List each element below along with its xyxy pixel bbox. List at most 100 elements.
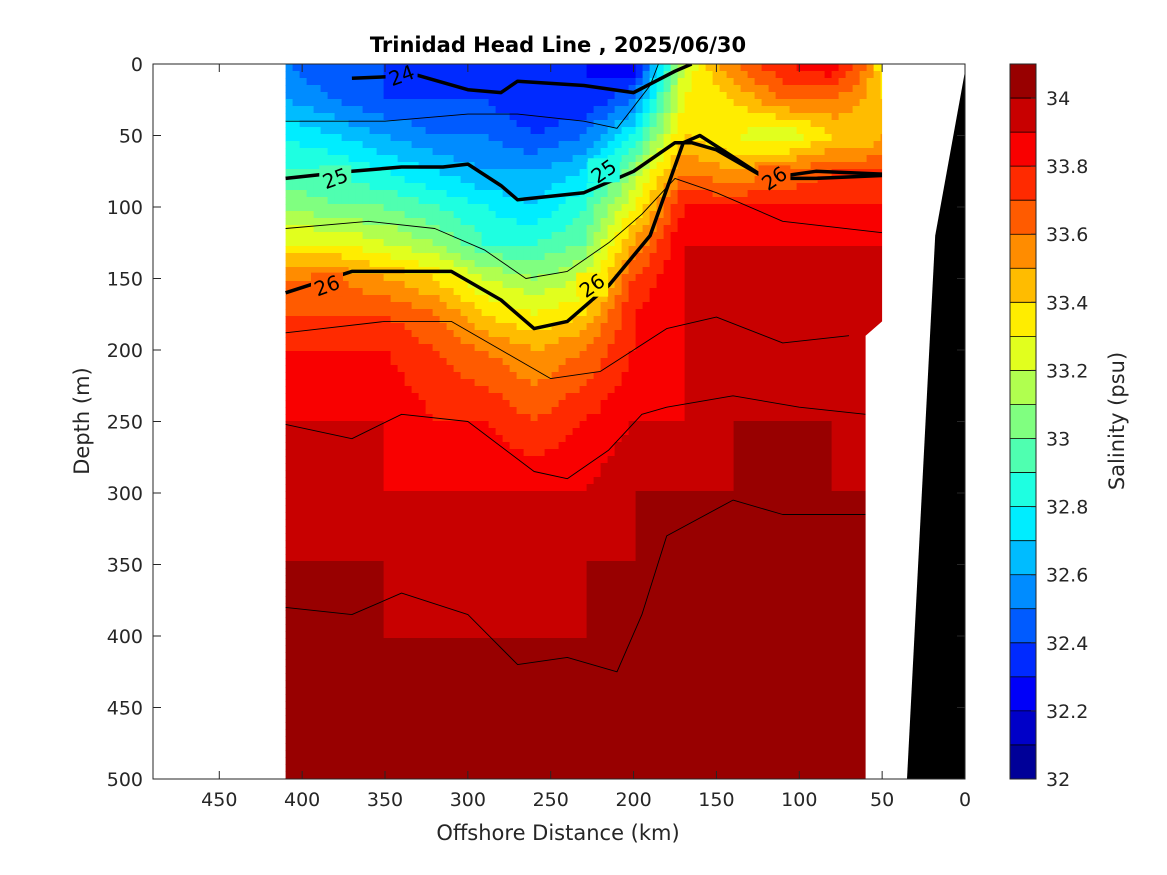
salinity-cell [831,267,840,275]
salinity-cell [411,316,420,324]
salinity-cell [572,344,581,352]
salinity-cell [369,197,378,205]
salinity-cell [691,120,700,128]
salinity-cell [509,253,518,261]
salinity-cell [810,463,819,471]
salinity-cell [306,162,315,170]
salinity-cell [306,414,315,422]
salinity-cell [439,183,448,191]
salinity-cell [383,141,392,149]
salinity-cell [852,435,861,443]
salinity-cell [481,92,490,100]
salinity-cell [593,386,602,394]
salinity-cell [586,253,595,261]
salinity-cell [635,64,644,72]
salinity-cell [432,386,441,394]
salinity-cell [712,442,721,450]
salinity-cell [327,253,336,261]
salinity-cell [614,428,623,436]
salinity-cell [775,106,784,114]
salinity-cell [404,358,413,366]
salinity-cell [474,309,483,317]
salinity-cell [565,225,574,233]
salinity-cell [362,141,371,149]
salinity-cell [348,351,357,359]
salinity-cell [775,127,784,135]
salinity-cell [586,379,595,387]
salinity-cell [712,106,721,114]
salinity-cell [852,302,861,310]
salinity-cell [537,407,546,415]
salinity-cell [656,232,665,240]
salinity-cell [509,323,518,331]
salinity-cell [600,407,609,415]
salinity-cell [292,386,301,394]
salinity-cell [712,134,721,142]
salinity-cell [866,204,875,212]
salinity-cell [348,344,357,352]
salinity-cell [670,414,679,422]
salinity-cell [649,190,658,198]
salinity-cell [845,134,854,142]
salinity-cell [649,344,658,352]
salinity-cell [376,127,385,135]
salinity-cell [418,288,427,296]
salinity-cell [621,288,630,296]
salinity-cell [852,463,861,471]
salinity-cell [684,302,693,310]
salinity-cell [740,316,749,324]
salinity-cell [327,470,336,478]
salinity-cell [824,323,833,331]
salinity-cell [712,92,721,100]
salinity-cell [502,197,511,205]
salinity-cell [838,288,847,296]
salinity-cell [873,253,882,261]
salinity-cell [439,449,448,457]
salinity-cell [516,302,525,310]
salinity-cell [355,316,364,324]
salinity-cell [677,316,686,324]
salinity-cell [831,400,840,408]
salinity-cell [292,407,301,415]
salinity-cell [677,456,686,464]
salinity-cell [376,323,385,331]
salinity-cell [558,267,567,275]
salinity-cell [446,386,455,394]
salinity-cell [831,232,840,240]
salinity-cell [551,337,560,345]
salinity-cell [740,64,749,72]
salinity-cell [873,162,882,170]
salinity-cell [579,358,588,366]
salinity-cell [656,463,665,471]
salinity-cell [523,190,532,198]
salinity-cell [481,197,490,205]
salinity-cell [292,134,301,142]
salinity-cell [334,78,343,86]
salinity-cell [670,449,679,457]
salinity-cell [831,295,840,303]
salinity-cell [635,127,644,135]
salinity-cell [383,351,392,359]
salinity-cell [439,120,448,128]
salinity-cell [789,274,798,282]
salinity-cell [285,169,294,177]
salinity-cell [656,442,665,450]
salinity-cell [390,309,399,317]
salinity-cell [712,400,721,408]
salinity-cell [698,449,707,457]
salinity-cell [285,456,294,464]
salinity-cell [530,351,539,359]
salinity-cell [516,183,525,191]
salinity-cell [698,176,707,184]
salinity-cell [285,260,294,268]
salinity-cell [565,344,574,352]
salinity-cell [355,99,364,107]
salinity-cell [523,267,532,275]
salinity-cell [376,218,385,226]
salinity-cell [754,281,763,289]
salinity-cell [719,344,728,352]
salinity-cell [390,92,399,100]
salinity-cell [383,211,392,219]
salinity-cell [299,71,308,79]
salinity-cell [327,463,336,471]
